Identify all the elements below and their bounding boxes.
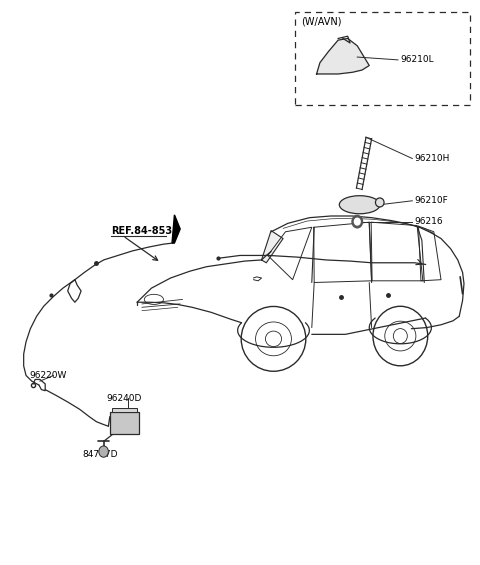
Ellipse shape bbox=[339, 195, 380, 214]
Text: (W/AVN): (W/AVN) bbox=[301, 16, 341, 27]
Bar bbox=[110, 412, 140, 433]
Circle shape bbox=[352, 215, 362, 228]
Circle shape bbox=[99, 446, 108, 457]
Text: 96240D: 96240D bbox=[106, 394, 142, 402]
Polygon shape bbox=[262, 231, 283, 263]
Bar bbox=[295, 12, 470, 105]
Text: REF.84-853: REF.84-853 bbox=[111, 226, 172, 236]
Polygon shape bbox=[172, 215, 180, 243]
Circle shape bbox=[354, 218, 360, 225]
Text: 96216: 96216 bbox=[415, 217, 444, 226]
Text: 96210H: 96210H bbox=[415, 154, 450, 163]
Bar bbox=[112, 407, 137, 412]
Polygon shape bbox=[317, 38, 369, 74]
Text: 84777D: 84777D bbox=[82, 450, 118, 459]
Text: 96210L: 96210L bbox=[400, 55, 434, 64]
Text: 96210F: 96210F bbox=[415, 196, 448, 205]
Ellipse shape bbox=[375, 198, 384, 207]
Text: 96220W: 96220W bbox=[29, 371, 67, 380]
